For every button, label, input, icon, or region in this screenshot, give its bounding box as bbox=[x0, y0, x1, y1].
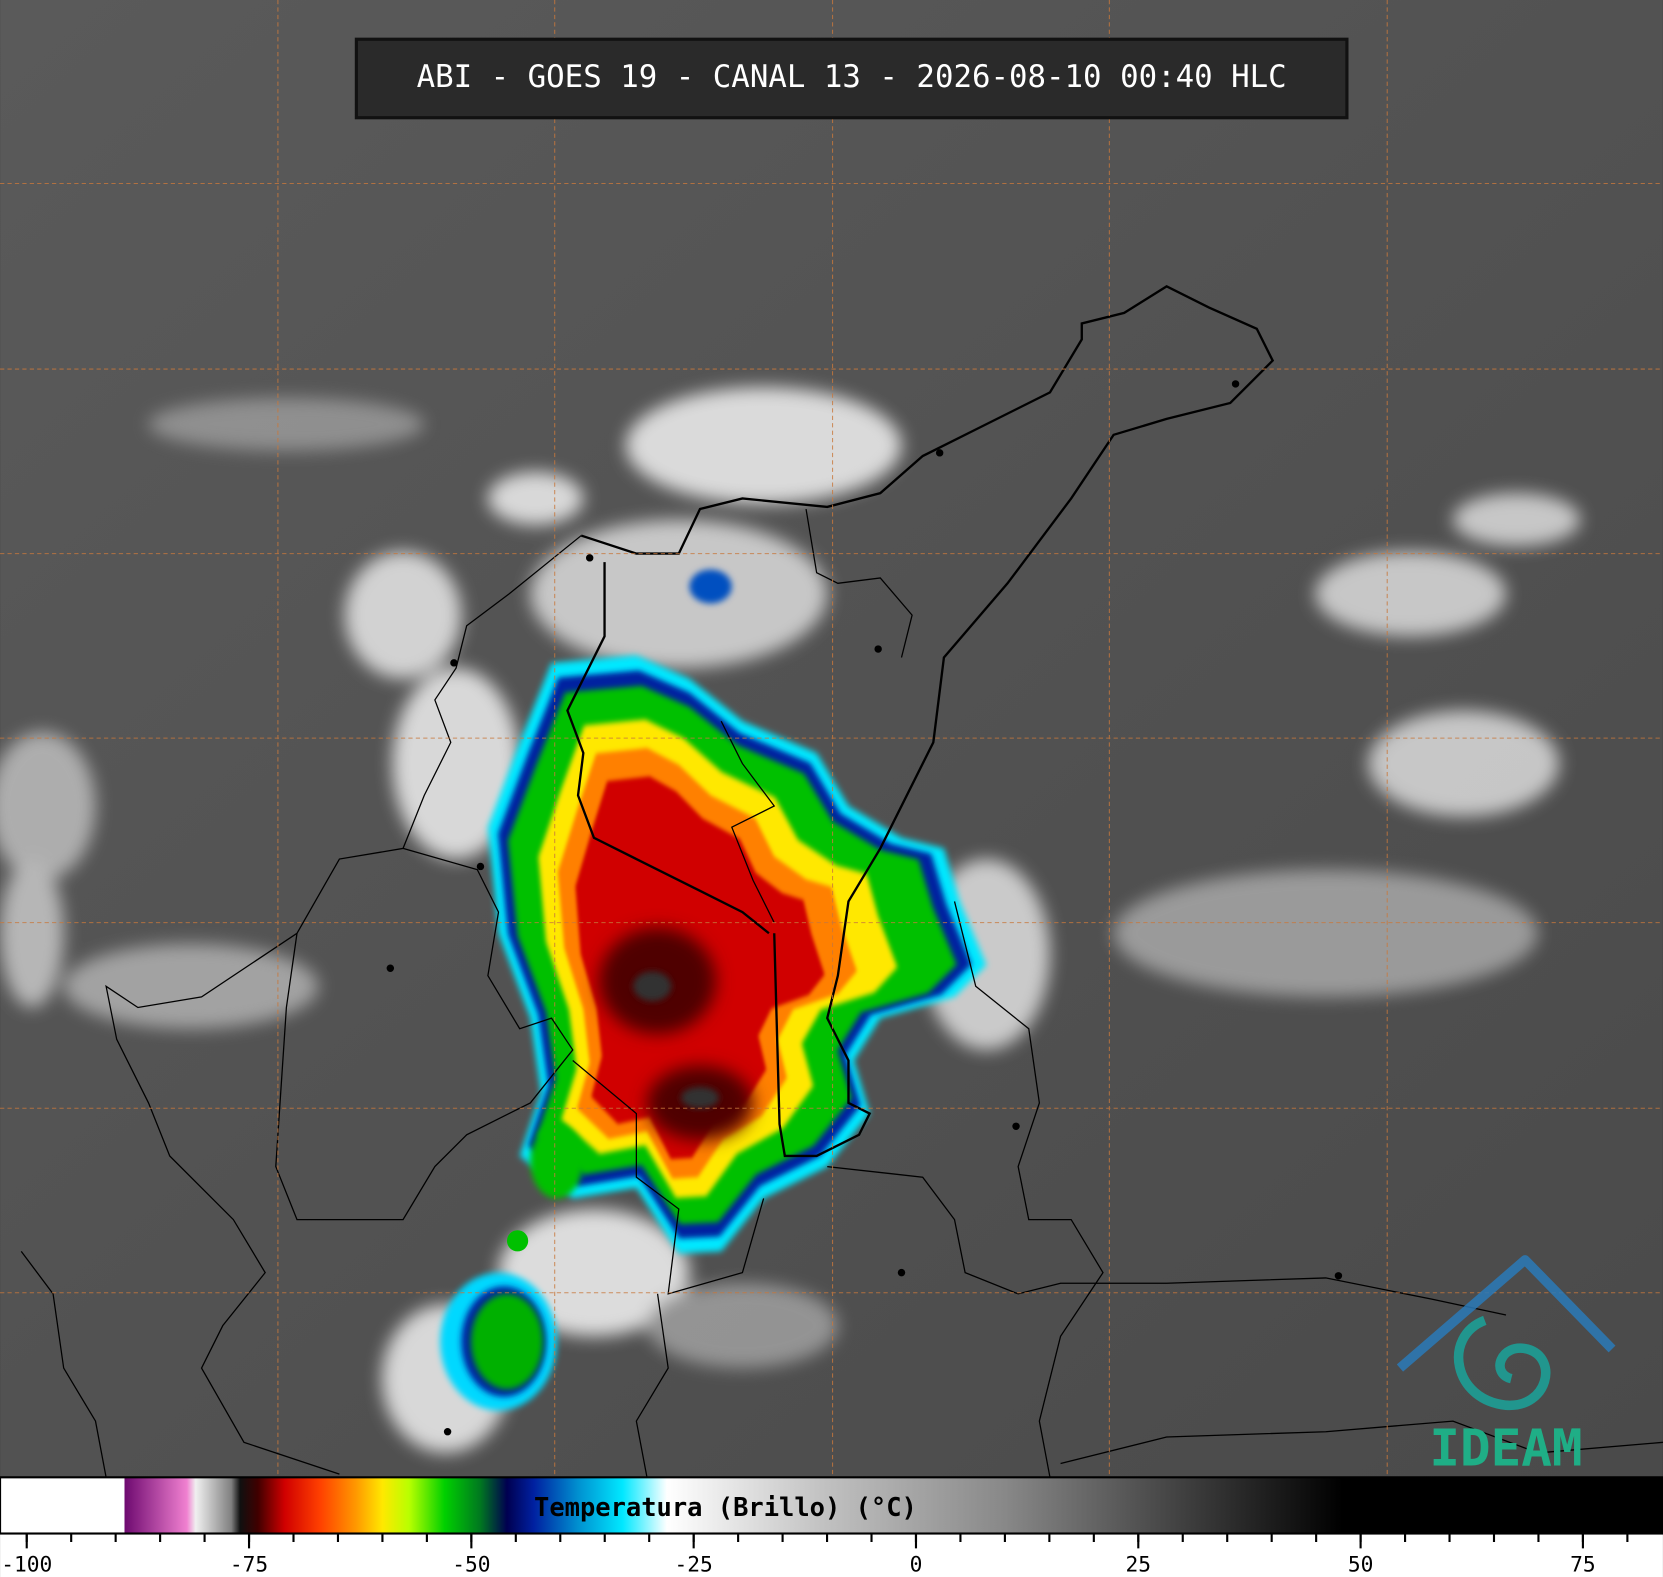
colorbar: Temperatura (Brillo) (°C) -100 -75 -50 -25 0 2… bbox=[0, 1476, 1663, 1577]
country-borders bbox=[566, 285, 1275, 1158]
tick-label: -25 bbox=[675, 1552, 713, 1577]
tick-label: 0 bbox=[910, 1552, 923, 1577]
tick-label: -75 bbox=[230, 1552, 268, 1577]
city-markers bbox=[386, 380, 1343, 1436]
tick-label: 75 bbox=[1570, 1552, 1596, 1577]
graticule bbox=[0, 0, 1663, 1478]
logo: IDEAM bbox=[1396, 1255, 1616, 1479]
state-borders bbox=[20, 508, 1663, 1478]
storm-core bbox=[440, 569, 987, 1411]
logo-text: IDEAM bbox=[1429, 1420, 1582, 1479]
tick-label: -100 bbox=[1, 1552, 52, 1577]
tick-label: 25 bbox=[1126, 1552, 1152, 1577]
title-box bbox=[354, 37, 1349, 120]
clouds bbox=[0, 387, 1581, 1453]
title: ABI - GOES 19 - CANAL 13 - 2026-08-10 00… bbox=[417, 59, 1287, 95]
colorbar-gradient bbox=[0, 1476, 1663, 1535]
tick-label: 50 bbox=[1348, 1552, 1374, 1577]
tick-label: -50 bbox=[452, 1552, 490, 1577]
colorbar-label: Temperatura (Brillo) (°C) bbox=[534, 1493, 917, 1523]
